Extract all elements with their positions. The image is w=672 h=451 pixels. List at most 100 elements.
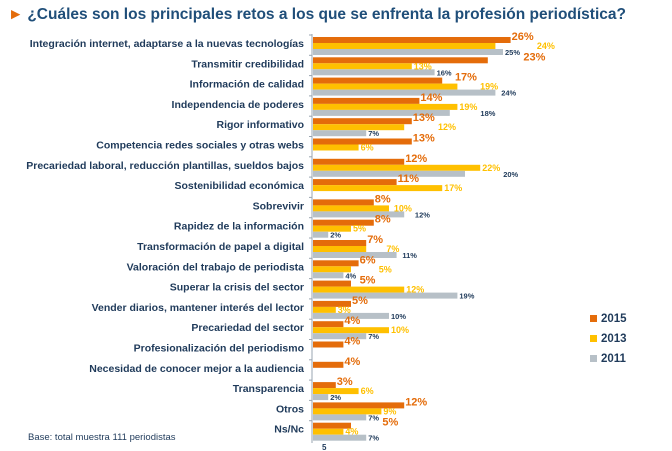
data-label-2011: 7% bbox=[368, 413, 379, 422]
data-label-2015: 23% bbox=[523, 51, 545, 63]
data-label-2013: 17% bbox=[444, 183, 462, 193]
category-label: Transformación de papel a digital bbox=[137, 241, 304, 253]
bar-2013 bbox=[313, 185, 443, 192]
bar-2011 bbox=[313, 109, 450, 116]
category-label: Profesionalización del periodismo bbox=[134, 343, 304, 355]
bar-2015 bbox=[313, 158, 405, 165]
data-label-2011: 7% bbox=[368, 129, 379, 138]
data-label-2015: 13% bbox=[413, 133, 435, 145]
legend-item-2011: 2011 bbox=[590, 353, 626, 365]
data-label-2015: 8% bbox=[375, 214, 391, 226]
bar-2015 bbox=[313, 422, 351, 429]
legend-item-2013: 2013 bbox=[590, 333, 627, 345]
bar-2013 bbox=[313, 266, 351, 273]
bar-2011 bbox=[313, 333, 367, 340]
data-label-2013: 6% bbox=[361, 386, 374, 396]
data-label-2013: 7% bbox=[386, 244, 399, 254]
category-label: Integración internet, adaptarse a la nue… bbox=[30, 38, 304, 50]
data-label-2015: 5% bbox=[382, 417, 398, 429]
bar-2015 bbox=[313, 341, 344, 348]
category-label: Ns/Nc bbox=[274, 424, 304, 436]
bar-2013 bbox=[313, 306, 336, 313]
category-label: Transparencia bbox=[233, 383, 304, 395]
bar-2011 bbox=[313, 89, 496, 96]
bar-2013 bbox=[313, 246, 367, 252]
bar-2015 bbox=[313, 219, 374, 226]
bar-2015 bbox=[313, 321, 344, 328]
data-label-2015: 13% bbox=[413, 112, 435, 124]
category-label: Precariedad del sector bbox=[191, 322, 304, 334]
bar-2015 bbox=[313, 300, 351, 307]
data-label-2015: 5% bbox=[360, 275, 376, 287]
bar-2013 bbox=[313, 388, 359, 395]
bar-2015 bbox=[313, 37, 511, 43]
bar-2011 bbox=[313, 130, 367, 137]
data-label-2013: 4% bbox=[345, 427, 358, 437]
data-label-2015: 11% bbox=[398, 173, 420, 185]
legend-label: 2013 bbox=[601, 333, 627, 345]
bar-2015 bbox=[313, 138, 412, 145]
bar-2011 bbox=[313, 170, 465, 177]
category-label: Rapidez de la información bbox=[174, 221, 304, 233]
bar-2011 bbox=[313, 272, 344, 279]
bar-2015 bbox=[313, 57, 488, 64]
data-label-2013: 22% bbox=[482, 163, 500, 173]
category-label: Transmitir credibilidad bbox=[191, 58, 304, 70]
data-label-2013: 12% bbox=[438, 122, 456, 132]
data-label-2013: 5% bbox=[379, 264, 392, 274]
data-label-2015: 26% bbox=[512, 31, 534, 43]
bar-2015 bbox=[313, 240, 367, 246]
data-label-2015: 12% bbox=[405, 153, 427, 165]
bar-2013 bbox=[313, 63, 412, 70]
data-label-2011: 4% bbox=[345, 271, 356, 280]
triangle-bullet-icon: ► bbox=[8, 6, 24, 23]
category-label: Sobrevivir bbox=[253, 200, 304, 212]
data-label-2011: 7% bbox=[368, 332, 379, 341]
data-label-2015: 7% bbox=[367, 234, 383, 246]
data-label-2013: 5% bbox=[353, 224, 366, 234]
bar-2013 bbox=[313, 428, 344, 435]
legend-item-2015: 2015 bbox=[590, 313, 627, 325]
data-label-2015: 4% bbox=[344, 315, 360, 327]
category-label: Independencia de poderes bbox=[172, 99, 305, 111]
category-label: Precariedad laboral, reducción plantilla… bbox=[26, 160, 304, 172]
category-label: Superar la crisis del sector bbox=[170, 282, 304, 294]
category-label: Rigor informativo bbox=[216, 119, 304, 131]
footnote: Base: total muestra 111 periodistas bbox=[28, 432, 176, 443]
data-label-2013: 24% bbox=[537, 41, 555, 51]
bar-2015 bbox=[313, 199, 374, 206]
bar-2013 bbox=[313, 83, 458, 90]
bar-2015 bbox=[313, 77, 443, 84]
bar-2013 bbox=[313, 205, 389, 212]
category-label: Valoración del trabajo de periodista bbox=[127, 261, 305, 273]
data-label-2015: 12% bbox=[405, 396, 427, 408]
data-label-2011: 20% bbox=[503, 170, 518, 179]
data-label-2013: 13% bbox=[414, 61, 432, 71]
data-label-2011: 2% bbox=[330, 393, 341, 402]
category-label: Vender diarios, mantener interés del lec… bbox=[92, 302, 304, 314]
bar-2013 bbox=[313, 327, 389, 334]
data-label-2015: 3% bbox=[337, 376, 353, 388]
bar-2013 bbox=[313, 144, 359, 151]
data-label-2011: 25% bbox=[505, 48, 520, 57]
data-label-2015: 5% bbox=[352, 295, 368, 307]
bar-2013 bbox=[313, 225, 351, 232]
data-label-2011: 2% bbox=[330, 231, 341, 240]
data-label-2011: 10% bbox=[391, 312, 406, 321]
bar-2011 bbox=[313, 292, 458, 299]
category-label: Otros bbox=[276, 403, 304, 415]
bar-2015 bbox=[313, 280, 351, 287]
bar-2011 bbox=[313, 49, 503, 55]
bar-2011 bbox=[313, 69, 435, 76]
category-label: Información de calidad bbox=[190, 79, 304, 91]
data-label-2015: 17% bbox=[455, 72, 477, 84]
bar-2015 bbox=[313, 118, 412, 125]
bar-2013 bbox=[313, 43, 496, 49]
bar-2011 bbox=[313, 252, 397, 258]
bar-2015 bbox=[313, 361, 344, 368]
bar-2011 bbox=[313, 434, 367, 441]
bar-2011 bbox=[313, 231, 329, 238]
data-label-2015: 4% bbox=[344, 356, 360, 368]
